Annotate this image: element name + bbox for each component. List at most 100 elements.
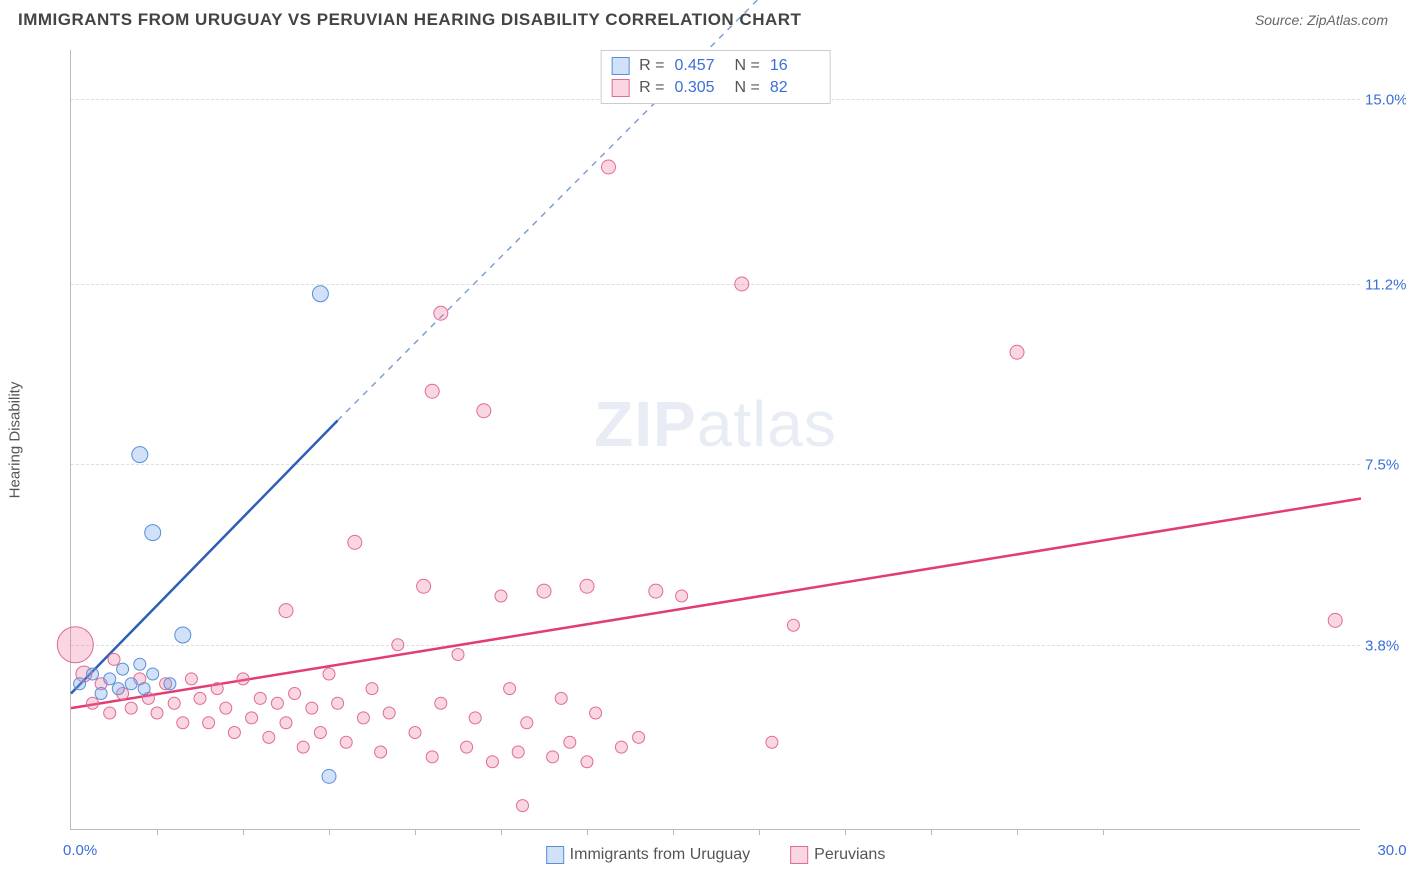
point-peruvians	[228, 727, 240, 739]
point-peruvians	[323, 668, 335, 680]
point-peruvians	[366, 683, 378, 695]
y-axis-label: 11.2%	[1365, 277, 1406, 294]
point-peruvians	[486, 756, 498, 768]
trendline-uruguay	[71, 421, 338, 694]
legend-swatch	[611, 79, 629, 97]
legend-swatch	[790, 846, 808, 864]
x-tick	[329, 829, 330, 835]
x-axis-min: 0.0%	[63, 842, 97, 859]
legend-series-label: Peruvians	[814, 846, 885, 863]
y-axis-label: 7.5%	[1365, 457, 1406, 474]
point-peruvians	[203, 717, 215, 729]
point-peruvians	[168, 697, 180, 709]
point-peruvians	[289, 688, 301, 700]
x-tick	[415, 829, 416, 835]
legend-series-item: Peruvians	[790, 846, 885, 864]
point-peruvians	[211, 683, 223, 695]
legend-series: Immigrants from Uruguay Peruvians	[546, 846, 886, 864]
scatter-plot	[71, 50, 1360, 829]
point-peruvians	[417, 579, 431, 593]
legend-r-value: 0.457	[675, 57, 725, 75]
point-peruvians	[426, 751, 438, 763]
point-peruvians	[649, 584, 663, 598]
point-uruguay	[87, 668, 99, 680]
point-peruvians	[477, 404, 491, 418]
point-peruvians	[348, 535, 362, 549]
x-tick	[501, 829, 502, 835]
x-tick	[759, 829, 760, 835]
plot-area: ZIPatlas 3.8%7.5%11.2%15.0% R = 0.457 N …	[70, 50, 1360, 830]
point-peruvians	[615, 741, 627, 753]
point-peruvians	[547, 751, 559, 763]
point-peruvians	[263, 731, 275, 743]
point-uruguay	[95, 688, 107, 700]
point-peruvians	[537, 584, 551, 598]
x-tick	[157, 829, 158, 835]
point-peruvians	[340, 736, 352, 748]
point-peruvians	[57, 627, 93, 663]
y-axis-label: 3.8%	[1365, 637, 1406, 654]
trendline-peruvians	[71, 499, 1361, 709]
point-peruvians	[469, 712, 481, 724]
legend-n-value: 16	[770, 57, 820, 75]
point-peruvians	[383, 707, 395, 719]
point-peruvians	[564, 736, 576, 748]
point-peruvians	[185, 673, 197, 685]
legend-swatch	[611, 57, 629, 75]
legend-r-label: R =	[639, 57, 664, 75]
point-uruguay	[164, 678, 176, 690]
point-peruvians	[425, 384, 439, 398]
point-uruguay	[138, 683, 150, 695]
point-peruvians	[87, 697, 99, 709]
point-peruvians	[271, 697, 283, 709]
point-peruvians	[279, 604, 293, 618]
x-tick	[673, 829, 674, 835]
x-tick	[587, 829, 588, 835]
point-peruvians	[1328, 613, 1342, 627]
chart-title: IMMIGRANTS FROM URUGUAY VS PERUVIAN HEAR…	[18, 10, 801, 30]
point-peruvians	[435, 697, 447, 709]
legend-n-value: 82	[770, 79, 820, 97]
point-peruvians	[220, 702, 232, 714]
point-peruvians	[357, 712, 369, 724]
point-peruvians	[434, 306, 448, 320]
point-peruvians	[375, 746, 387, 758]
point-peruvians	[580, 579, 594, 593]
point-peruvians	[676, 590, 688, 602]
point-peruvians	[504, 683, 516, 695]
point-peruvians	[314, 727, 326, 739]
y-axis-title: Hearing Disability	[7, 382, 24, 499]
point-peruvians	[392, 639, 404, 651]
x-tick	[1017, 829, 1018, 835]
point-peruvians	[280, 717, 292, 729]
x-tick	[931, 829, 932, 835]
legend-n-label: N =	[735, 79, 760, 97]
point-uruguay	[74, 678, 86, 690]
legend-series-item: Immigrants from Uruguay	[546, 846, 751, 864]
point-peruvians	[735, 277, 749, 291]
point-peruvians	[581, 756, 593, 768]
point-peruvians	[461, 741, 473, 753]
point-peruvians	[517, 800, 529, 812]
x-tick	[243, 829, 244, 835]
point-peruvians	[521, 717, 533, 729]
point-peruvians	[787, 619, 799, 631]
legend-r-label: R =	[639, 79, 664, 97]
point-uruguay	[145, 525, 161, 541]
point-peruvians	[495, 590, 507, 602]
point-peruvians	[246, 712, 258, 724]
point-peruvians	[108, 653, 120, 665]
legend-stat-row: R = 0.457 N = 16	[611, 55, 820, 77]
point-peruvians	[151, 707, 163, 719]
point-peruvians	[1010, 345, 1024, 359]
point-peruvians	[766, 736, 778, 748]
source-label: Source: ZipAtlas.com	[1255, 12, 1388, 28]
point-peruvians	[633, 731, 645, 743]
point-uruguay	[134, 658, 146, 670]
legend-stat-row: R = 0.305 N = 82	[611, 77, 820, 99]
x-axis-max: 30.0%	[1377, 842, 1406, 859]
legend-r-value: 0.305	[675, 79, 725, 97]
point-uruguay	[112, 683, 124, 695]
point-peruvians	[194, 692, 206, 704]
point-uruguay	[132, 447, 148, 463]
